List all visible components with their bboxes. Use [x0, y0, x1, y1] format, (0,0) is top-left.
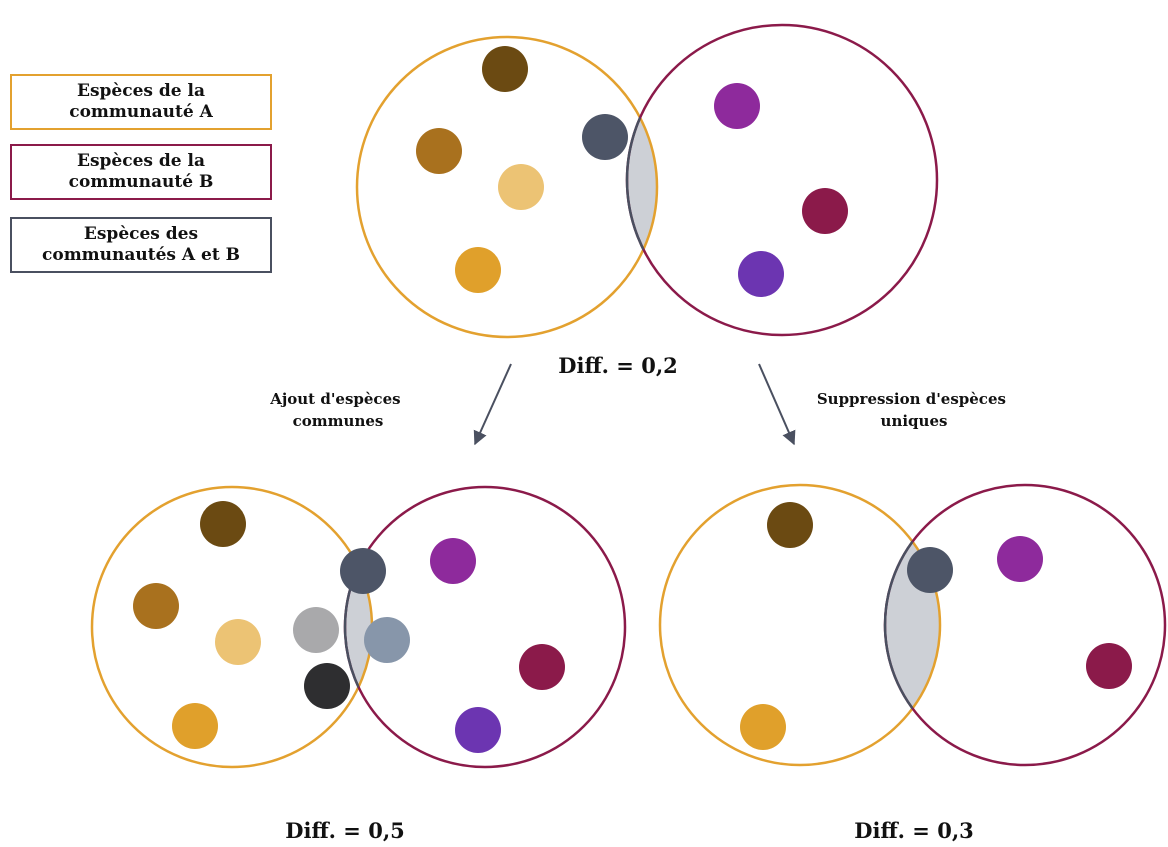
species-dot-b [997, 536, 1043, 582]
species-dot-a [172, 703, 218, 749]
arrow-left [473, 363, 512, 446]
arrow-right-label: Suppression d'espèces uniques [817, 390, 1011, 430]
intersection-outline [625, 37, 657, 337]
legend-community-b-line2: communauté B [68, 172, 214, 192]
species-dot-b [430, 538, 476, 584]
legend-community-a-line1: Espèces de la [77, 81, 205, 101]
intersection-fill [885, 485, 940, 765]
species-dot-b [738, 251, 784, 297]
species-dot-b [1086, 643, 1132, 689]
diff-label-top: Diff. = 0,2 [558, 353, 678, 378]
legend-community-b: Espèces de la communauté B [10, 144, 272, 200]
species-dot-a [740, 704, 786, 750]
legend-shared-line1: Espèces des [83, 224, 199, 244]
community-a-circle [658, 483, 942, 767]
diff-label-bottom-right: Diff. = 0,3 [854, 818, 974, 843]
species-dot-b [714, 83, 760, 129]
intersection-outline [883, 485, 940, 765]
legend-shared: Espèces des communautés A et B [10, 217, 272, 273]
arrow-right [758, 363, 796, 446]
species-dot-shared [304, 663, 350, 709]
arrow-left-label: Ajout d'espèces communes [269, 390, 406, 430]
species-dot-shared [907, 547, 953, 593]
species-dot-a [455, 247, 501, 293]
legend-community-a-line2: communauté A [69, 102, 213, 122]
venn-bottom-left: Diff. = 0,5 [90, 485, 627, 843]
species-dot-shared [340, 548, 386, 594]
venn-bottom-right: Diff. = 0,3 [658, 483, 1167, 843]
species-dot-b [802, 188, 848, 234]
species-dot-a [200, 501, 246, 547]
intersection-fill [627, 37, 657, 335]
species-dot-a [767, 502, 813, 548]
species-dot-b [455, 707, 501, 753]
species-dot-a [498, 164, 544, 210]
diff-label-bottom-left: Diff. = 0,5 [285, 818, 405, 843]
venn-top: Diff. = 0,2 [355, 23, 939, 378]
legend-community-a: Espèces de la communauté A [10, 74, 272, 130]
species-dot-b [519, 644, 565, 690]
legend-community-b-line1: Espèces de la [77, 151, 205, 171]
species-dot-shared [364, 617, 410, 663]
species-dot-a [416, 128, 462, 174]
species-dot-a [482, 46, 528, 92]
community-a-circle [355, 35, 659, 339]
legend-shared-line2: communautés A et B [42, 245, 240, 265]
species-dot-shared [582, 114, 628, 160]
species-dot-shared [293, 607, 339, 653]
community-b-circle [625, 23, 939, 337]
species-dot-a [133, 583, 179, 629]
intersection-outline [343, 487, 372, 767]
species-dot-a [215, 619, 261, 665]
